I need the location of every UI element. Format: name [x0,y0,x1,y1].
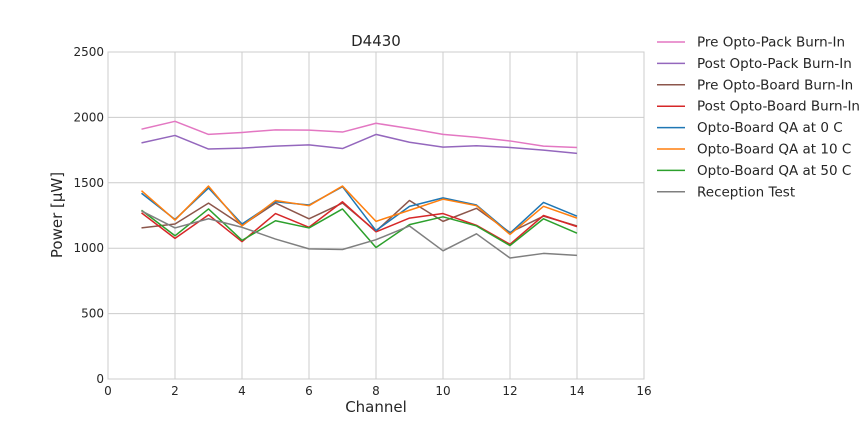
x-tick-label: 2 [171,384,179,398]
series-line-6 [141,185,578,236]
legend-label: Pre Opto-Board Burn-In [697,77,853,93]
legend: Pre Opto-Pack Burn-In Post Opto-Pack Burn… [657,35,860,200]
y-tick-label: 0 [96,372,104,386]
legend-item: Opto-Board QA at 10 C [657,142,851,158]
series-line-7 [141,208,578,249]
legend-label: Post Opto-Board Burn-In [697,99,860,115]
y-tick-label: 2500 [73,45,104,59]
legend-item: Post Opto-Board Burn-In [657,99,860,115]
legend-label: Opto-Board QA at 10 C [697,142,851,158]
legend-label: Pre Opto-Pack Burn-In [697,35,845,51]
y-tick-label: 500 [81,307,104,321]
y-axis-label: Power [μW] [48,172,66,258]
legend-item: Opto-Board QA at 0 C [657,120,843,136]
y-tick-label: 1500 [73,176,104,190]
series-line-2 [141,133,578,155]
x-tick-label: 6 [305,384,313,398]
x-tick-label: 12 [502,384,517,398]
series-line-5 [141,185,578,234]
x-tick-label: 4 [238,384,246,398]
x-tick-label: 8 [372,384,380,398]
series-line-4 [141,201,578,246]
legend-item: Post Opto-Pack Burn-In [657,56,852,72]
legend-label: Reception Test [697,184,795,200]
x-tick-label: 10 [435,384,450,398]
y-tick-label: 1000 [73,241,104,255]
x-tick-label: 0 [104,384,112,398]
legend-item: Pre Opto-Board Burn-In [657,77,853,93]
legend-label: Opto-Board QA at 0 C [697,120,843,136]
chart-title: D4430 [351,32,401,50]
x-tick-label: 16 [636,384,651,398]
series-line-8 [141,210,578,259]
x-tick-label: 14 [569,384,584,398]
tick-labels: 0 2 4 6 8 10 12 14 16 0 500 1000 1500 2000 2500 [73,45,651,398]
legend-item: Opto-Board QA at 50 C [657,163,851,179]
y-tick-label: 2000 [73,110,104,124]
series-lines [141,120,578,259]
x-axis-label: Channel [345,398,407,416]
series-line-1 [141,120,578,149]
plot-frame [107,51,645,380]
legend-item: Pre Opto-Pack Burn-In [657,35,845,51]
legend-item: Reception Test [657,184,795,200]
legend-label: Opto-Board QA at 50 C [697,163,851,179]
legend-label: Post Opto-Pack Burn-In [697,56,852,72]
